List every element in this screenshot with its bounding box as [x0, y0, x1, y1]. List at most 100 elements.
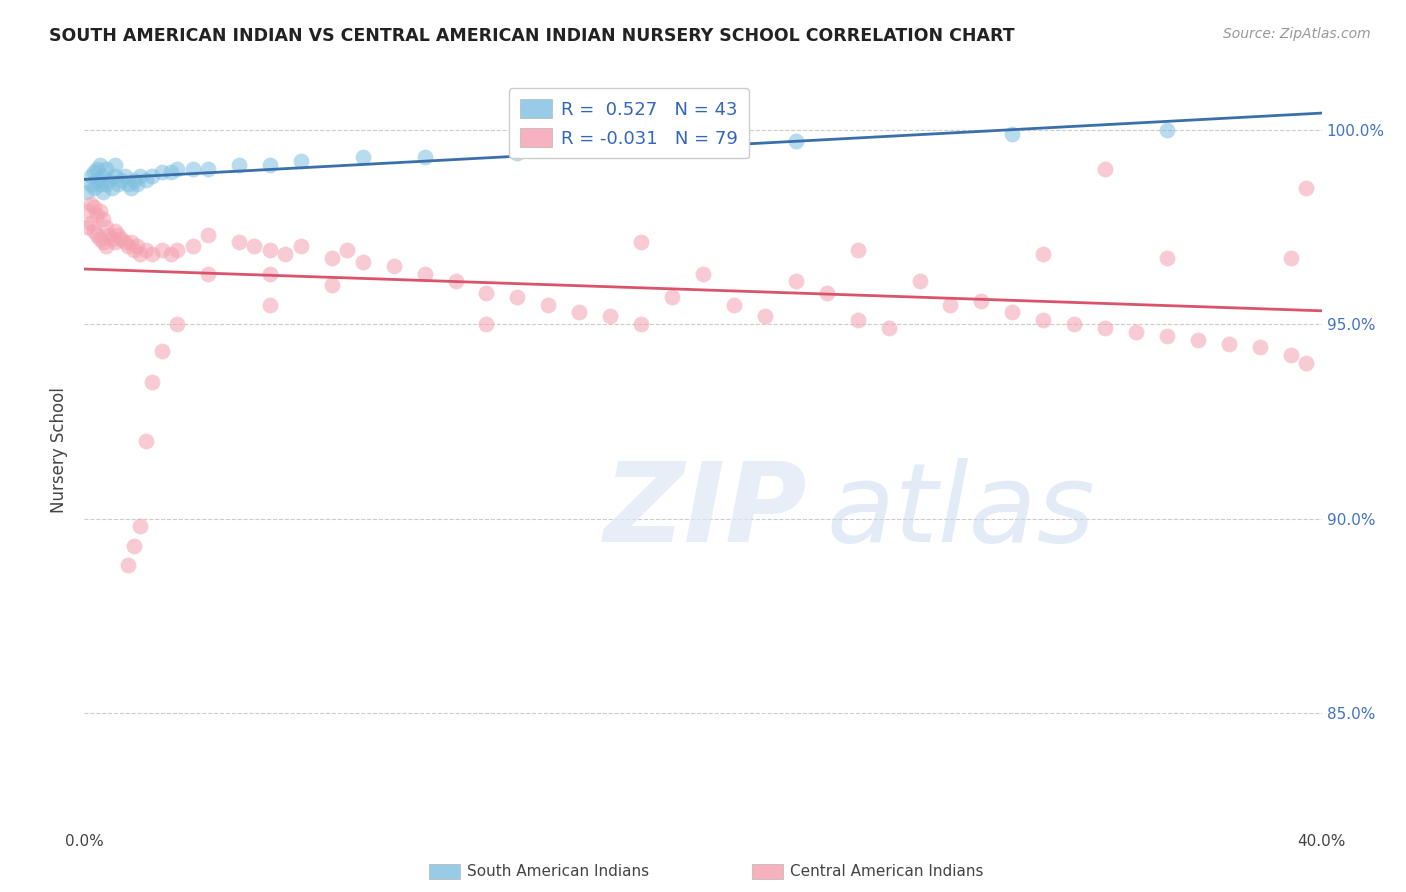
Text: atlas: atlas: [827, 458, 1095, 565]
Point: [692, 134, 714, 148]
Point: [150, 244, 173, 258]
Point: [98, 227, 121, 242]
Point: [181, 239, 204, 253]
Point: [1094, 321, 1116, 335]
Point: [125, 177, 148, 191]
Text: Source: ZipAtlas.com: Source: ZipAtlas.com: [1223, 27, 1371, 41]
Point: [197, 161, 219, 176]
Point: [352, 255, 374, 269]
Point: [101, 231, 124, 245]
Text: Central American Indians: Central American Indians: [790, 864, 984, 879]
Point: [122, 539, 145, 553]
Text: ZIP: ZIP: [605, 458, 807, 565]
Point: [723, 298, 745, 312]
Point: [413, 267, 436, 281]
Point: [101, 181, 124, 195]
Point: [79, 196, 101, 211]
Point: [352, 150, 374, 164]
Point: [135, 244, 157, 258]
Point: [86, 173, 108, 187]
Point: [83, 181, 105, 195]
Point: [94, 177, 117, 191]
Point: [228, 158, 250, 172]
Point: [79, 216, 101, 230]
Point: [259, 267, 281, 281]
Point: [89, 231, 111, 245]
Point: [908, 274, 931, 288]
Point: [1249, 340, 1271, 354]
Text: South American Indians: South American Indians: [467, 864, 650, 879]
Point: [104, 169, 127, 184]
Y-axis label: Nursery School: Nursery School: [51, 387, 69, 514]
Point: [444, 274, 467, 288]
Point: [91, 185, 114, 199]
Point: [181, 161, 204, 176]
Point: [129, 519, 152, 533]
Point: [107, 177, 129, 191]
Point: [1156, 328, 1178, 343]
Point: [117, 239, 139, 253]
Point: [321, 278, 343, 293]
Point: [120, 181, 142, 195]
Point: [846, 244, 869, 258]
Point: [877, 321, 900, 335]
Point: [661, 290, 683, 304]
Point: [83, 201, 105, 215]
Point: [141, 247, 163, 261]
Point: [160, 247, 183, 261]
Point: [413, 150, 436, 164]
Point: [117, 177, 139, 191]
Point: [290, 239, 312, 253]
Point: [89, 158, 111, 172]
Point: [150, 165, 173, 179]
Point: [141, 376, 163, 390]
Point: [475, 317, 498, 331]
Point: [1187, 333, 1209, 347]
Point: [94, 219, 117, 234]
Point: [86, 208, 108, 222]
Point: [98, 173, 121, 187]
Point: [1001, 305, 1024, 319]
Point: [475, 285, 498, 300]
Point: [110, 173, 132, 187]
Point: [1156, 122, 1178, 136]
Point: [1156, 251, 1178, 265]
Text: SOUTH AMERICAN INDIAN VS CENTRAL AMERICAN INDIAN NURSERY SCHOOL CORRELATION CHAR: SOUTH AMERICAN INDIAN VS CENTRAL AMERICA…: [49, 27, 1015, 45]
Point: [1063, 317, 1085, 331]
Point: [970, 293, 993, 308]
Point: [89, 177, 111, 191]
Point: [630, 317, 652, 331]
Point: [135, 434, 157, 448]
Point: [243, 239, 266, 253]
Point: [537, 298, 560, 312]
Point: [1295, 356, 1317, 370]
Point: [125, 239, 148, 253]
Point: [129, 169, 152, 184]
Point: [630, 235, 652, 250]
Point: [599, 310, 621, 324]
Point: [754, 310, 776, 324]
Point: [91, 235, 114, 250]
Point: [76, 219, 98, 234]
Point: [91, 212, 114, 227]
Point: [1279, 348, 1302, 362]
Point: [166, 244, 188, 258]
Point: [259, 244, 281, 258]
Point: [129, 247, 152, 261]
Point: [117, 558, 139, 573]
Point: [1094, 161, 1116, 176]
Point: [122, 173, 145, 187]
Point: [120, 235, 142, 250]
Point: [785, 274, 807, 288]
Point: [94, 161, 117, 176]
Point: [166, 161, 188, 176]
Point: [1032, 247, 1054, 261]
Point: [274, 247, 297, 261]
Point: [939, 298, 962, 312]
Point: [785, 134, 807, 148]
Point: [135, 173, 157, 187]
Point: [104, 235, 127, 250]
Point: [568, 305, 591, 319]
Point: [1001, 127, 1024, 141]
Point: [91, 169, 114, 184]
